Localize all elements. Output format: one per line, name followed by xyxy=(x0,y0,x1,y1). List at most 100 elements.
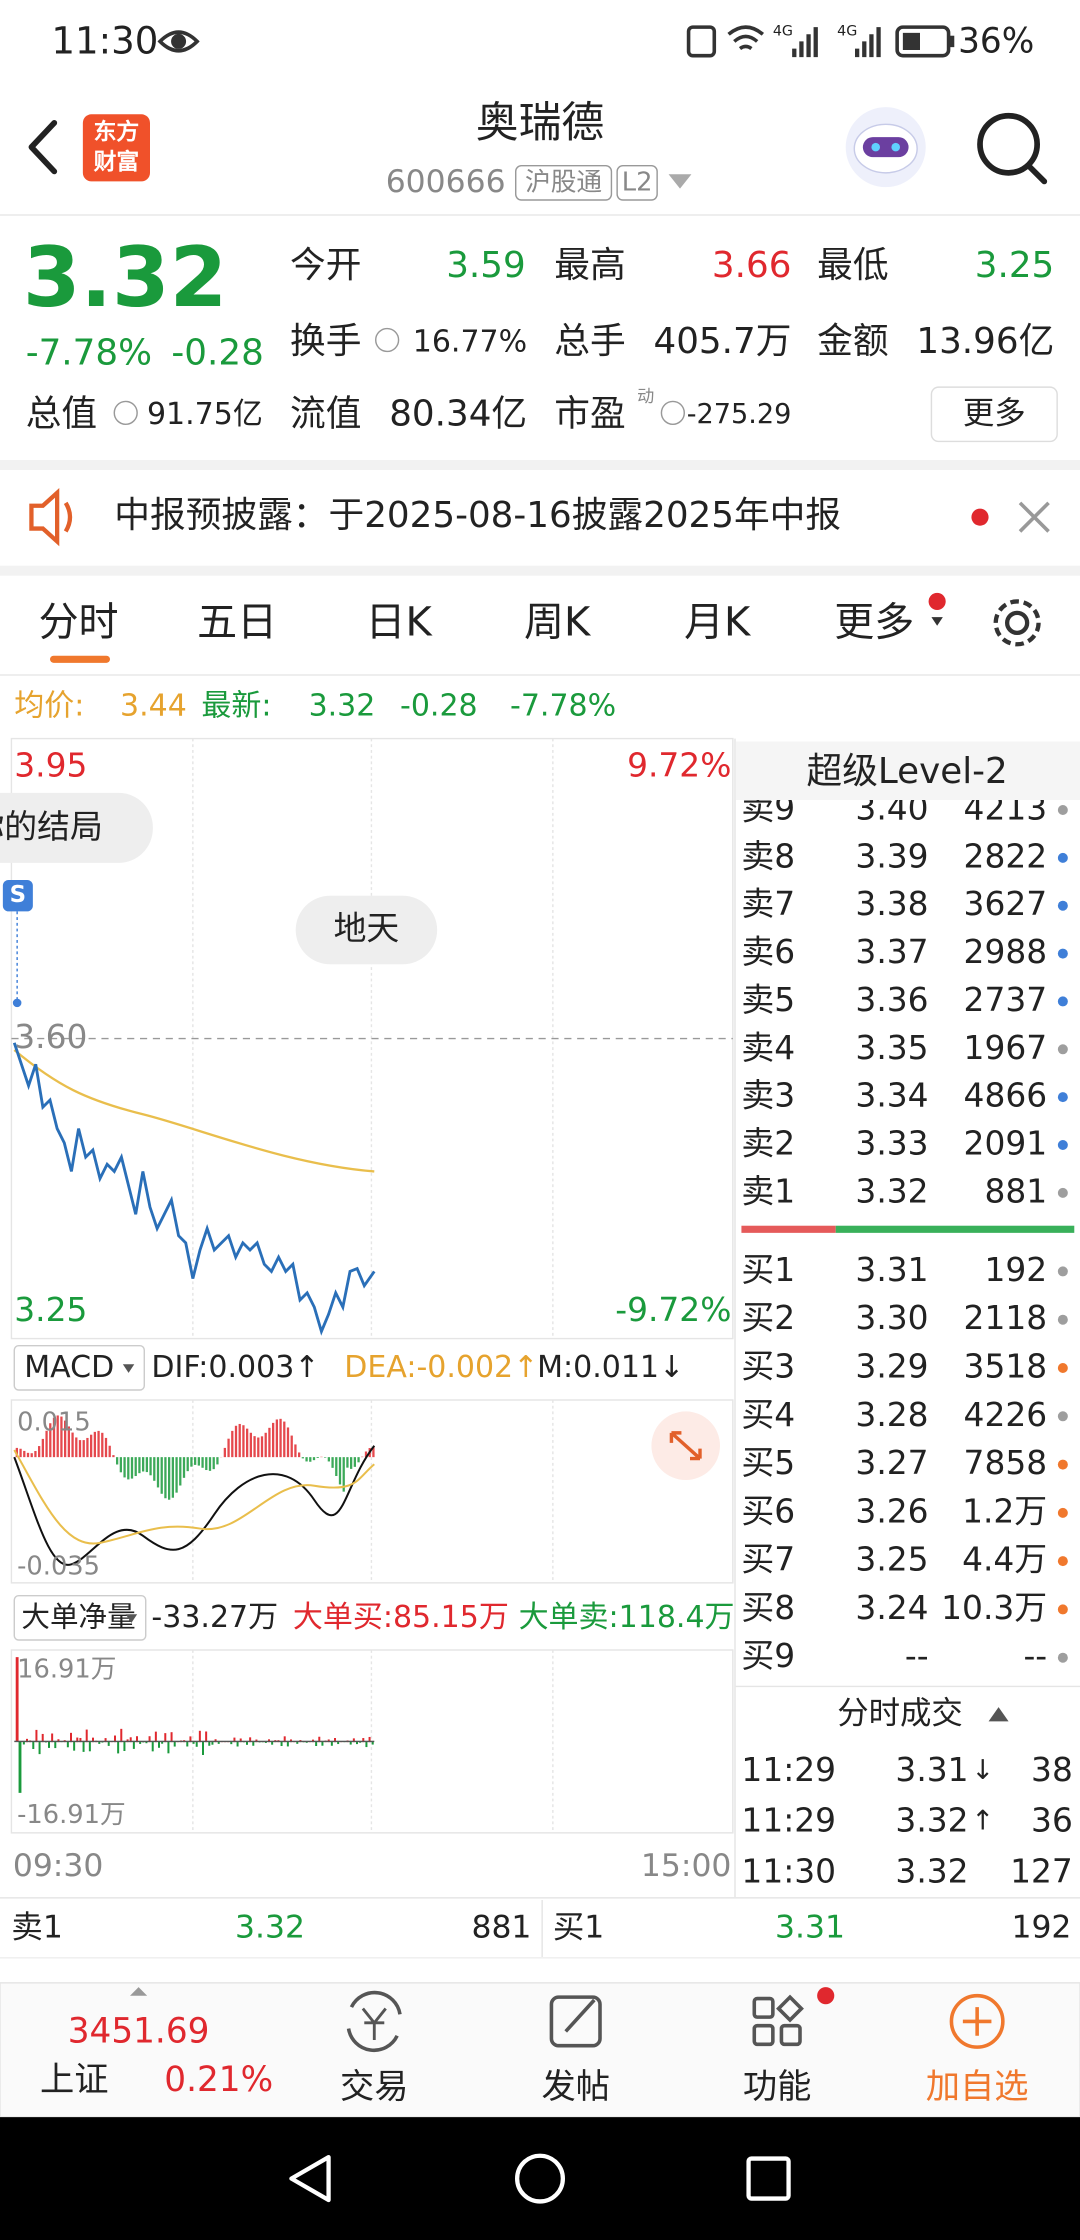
flow-texture xyxy=(356,1741,358,1745)
macd-texture xyxy=(52,1417,56,1458)
signal-marker-text: S xyxy=(10,882,26,908)
expand-button[interactable] xyxy=(651,1411,720,1480)
book-dot xyxy=(1057,996,1068,1007)
macd-texture xyxy=(168,1457,171,1500)
macd-texture xyxy=(234,1425,238,1458)
functions-label[interactable]: 功能 xyxy=(743,2067,812,2107)
macd-dif: DIF:0.003↑ xyxy=(151,1350,319,1385)
macd-texture xyxy=(38,1446,41,1458)
macd-texture xyxy=(138,1457,141,1474)
macd-texture xyxy=(242,1425,245,1458)
book-price: 3.24 xyxy=(855,1589,928,1627)
tab[interactable]: 五日 xyxy=(197,599,277,645)
index-value[interactable]: 3451.69 xyxy=(68,2011,210,2051)
signal-marker[interactable] xyxy=(2,880,33,912)
indicator-selector[interactable] xyxy=(13,1595,147,1641)
avg-price-line xyxy=(13,1049,375,1173)
trade-time: 11:29 xyxy=(741,1802,836,1840)
post-label[interactable]: 发帖 xyxy=(541,2067,610,2107)
macd-texture xyxy=(279,1418,282,1458)
tab[interactable]: 更多 xyxy=(834,599,914,645)
book-label: 卖4 xyxy=(741,1029,795,1067)
flow-texture xyxy=(123,1741,126,1752)
book-volume: 192 xyxy=(984,1251,1047,1289)
flow-texture xyxy=(214,1739,217,1743)
info-icon[interactable] xyxy=(660,400,685,426)
macd-texture xyxy=(171,1457,174,1498)
tab[interactable]: 日K xyxy=(365,599,433,645)
macd-texture xyxy=(350,1457,353,1469)
macd-axis-label: -0.035 xyxy=(17,1552,100,1582)
expand-arrow xyxy=(130,1987,148,1996)
y-axis-label: 3.60 xyxy=(14,1018,87,1056)
flow-texture xyxy=(167,1741,170,1754)
macd-texture xyxy=(316,1457,319,1458)
macd-texture xyxy=(260,1436,264,1458)
flow-axis-label: 16.91万 xyxy=(17,1655,116,1685)
macd-texture xyxy=(26,1452,30,1458)
battery-level: 36% xyxy=(958,21,1034,61)
flow-net: -33.27万 xyxy=(151,1600,278,1635)
indicator-selector[interactable] xyxy=(13,1345,145,1391)
book-dot xyxy=(1057,852,1068,863)
trade-icon[interactable] xyxy=(346,1990,402,2053)
nav-recent[interactable] xyxy=(746,2156,791,2201)
divider xyxy=(0,1957,1080,1959)
flow-texture xyxy=(337,1741,340,1745)
book-price: 3.38 xyxy=(855,885,928,923)
macd-texture xyxy=(186,1457,189,1472)
book-label: 卖6 xyxy=(741,933,795,971)
info-icon[interactable] xyxy=(113,400,138,426)
nav-home[interactable] xyxy=(515,2153,565,2204)
macd-texture xyxy=(108,1445,111,1458)
trade-label[interactable]: 交易 xyxy=(340,2067,409,2107)
info-icon[interactable] xyxy=(375,327,400,353)
back-button[interactable] xyxy=(28,120,58,175)
macd-texture xyxy=(272,1422,275,1458)
flow-texture xyxy=(73,1741,76,1751)
trade-price: 3.32 xyxy=(895,1802,968,1840)
watch-icon[interactable] xyxy=(949,1993,1005,2049)
macd-texture xyxy=(41,1438,44,1458)
latest-change-pct: -7.78% xyxy=(510,689,616,724)
latest-label: 最新: xyxy=(201,689,271,724)
comment-bubble[interactable] xyxy=(295,895,438,965)
dropdown-arrow[interactable] xyxy=(668,174,692,189)
book-dot xyxy=(1057,805,1068,815)
comment-bubble[interactable] xyxy=(0,792,153,863)
flow-texture xyxy=(120,1728,123,1743)
flow-texture xyxy=(170,1732,173,1743)
macd-texture xyxy=(160,1457,163,1494)
search-button[interactable] xyxy=(977,112,1048,185)
divider xyxy=(0,674,1080,676)
trades-title[interactable]: 分时成交 xyxy=(837,1695,963,1731)
close-button[interactable] xyxy=(1018,501,1050,533)
post-icon[interactable] xyxy=(549,1995,602,2048)
flow-texture xyxy=(283,1736,286,1743)
net-label: 4G xyxy=(837,23,857,39)
tab[interactable]: 分时 xyxy=(39,599,119,645)
macd-texture xyxy=(283,1421,286,1458)
tab[interactable]: 月K xyxy=(684,599,752,645)
status-time: 11:30 xyxy=(51,19,158,62)
nav-back[interactable] xyxy=(289,2155,331,2203)
flow-texture xyxy=(117,1741,120,1754)
more-button[interactable] xyxy=(930,386,1058,443)
ratio-bar-sell xyxy=(741,1225,836,1233)
watch-label[interactable]: 加自选 xyxy=(926,2067,1029,2107)
comment-text: 地天 xyxy=(334,909,400,947)
book-price: 3.28 xyxy=(855,1396,928,1434)
functions-icon[interactable] xyxy=(752,1994,804,2047)
assistant-avatar[interactable] xyxy=(845,107,926,188)
trade-direction: ↓ xyxy=(971,1755,994,1786)
flow-texture xyxy=(198,1730,201,1743)
book-price: 3.34 xyxy=(855,1077,928,1115)
settings-button[interactable] xyxy=(993,599,1041,647)
book-volume: 4866 xyxy=(964,1077,1048,1115)
separator xyxy=(0,565,1080,576)
macd-texture xyxy=(335,1457,338,1476)
latest-value: 3.32 xyxy=(309,689,376,724)
flow-texture xyxy=(66,1741,69,1748)
flow-texture xyxy=(145,1741,148,1744)
tab[interactable]: 周K xyxy=(524,599,592,645)
